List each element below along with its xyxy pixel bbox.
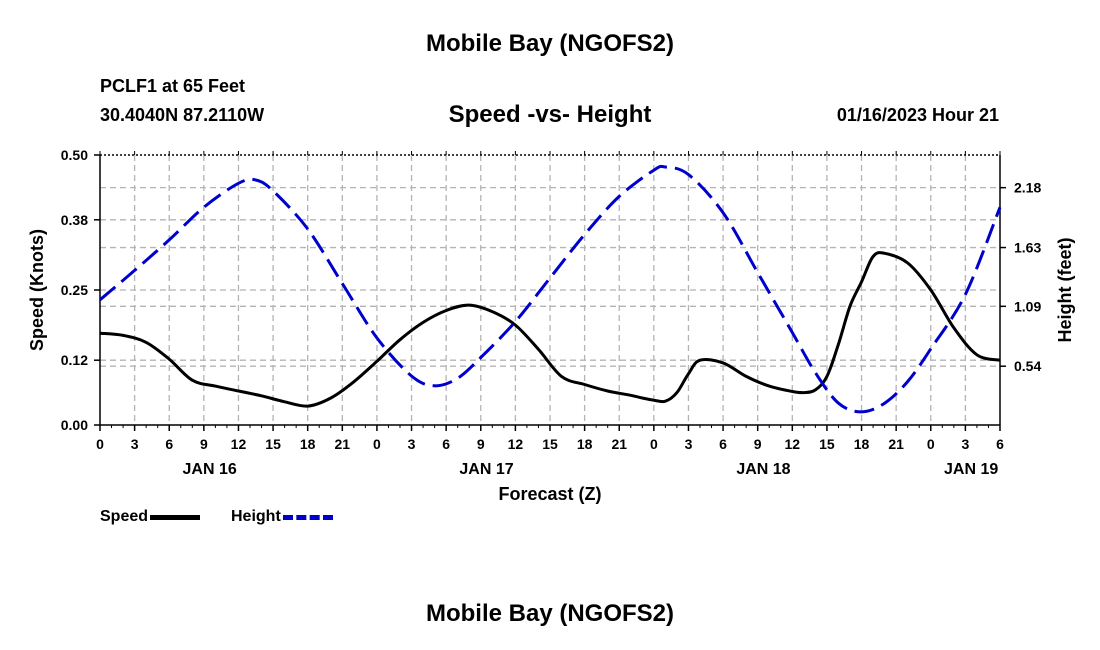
y-axis-title: Speed (Knots) — [27, 229, 47, 351]
x-tick-label: 9 — [754, 436, 762, 452]
y-tick-label: 0.25 — [61, 282, 88, 298]
x-tick-label: 0 — [650, 436, 658, 452]
x-tick-label: 0 — [96, 436, 104, 452]
x-tick-label: 6 — [719, 436, 727, 452]
legend-speed-label: Speed — [100, 508, 149, 525]
x-axis-title: Forecast (Z) — [498, 484, 601, 504]
x-tick-label: 15 — [265, 436, 281, 452]
x-tick-label: 9 — [477, 436, 485, 452]
x-tick-label: 18 — [854, 436, 870, 452]
x-tick-label: 12 — [231, 436, 247, 452]
y2-tick-label: 1.09 — [1014, 298, 1041, 314]
x-tick-label: 6 — [442, 436, 450, 452]
x-tick-label: 21 — [335, 436, 351, 452]
date-label: JAN 19 — [944, 461, 998, 478]
forecast-timestamp: 01/16/2023 Hour 21 — [836, 105, 999, 125]
date-label: JAN 16 — [182, 461, 236, 478]
chart-title: Mobile Bay (NGOFS2) — [425, 30, 675, 57]
series-line-height — [99, 164, 1002, 414]
date-label: JAN 18 — [736, 461, 790, 478]
x-tick-label: 15 — [819, 436, 835, 452]
x-tick-label: 21 — [611, 436, 627, 452]
y-tick-label: 0.00 — [61, 417, 88, 433]
x-tick-label: 6 — [996, 436, 1004, 452]
legend-speed-swatch — [150, 514, 201, 520]
legend-height-label: Height — [231, 508, 281, 525]
date-label: JAN 17 — [459, 461, 513, 478]
x-tick-label: 3 — [408, 436, 416, 452]
x-tick-label: 12 — [508, 436, 524, 452]
y-tick-label: 0.50 — [61, 147, 88, 163]
footer-title: Mobile Bay (NGOFS2) — [425, 600, 675, 627]
legend-item-height: Height — [231, 508, 333, 526]
x-tick-label: 15 — [542, 436, 558, 452]
x-tick-label: 3 — [131, 436, 139, 452]
station-label: PCLF1 at 65 Feet — [100, 76, 246, 96]
series-line-speed — [99, 251, 1001, 408]
x-tick-label: 12 — [785, 436, 801, 452]
x-tick-label: 18 — [300, 436, 316, 452]
y-tick-label: 0.12 — [61, 352, 88, 368]
chart-subtitle: Speed -vs- Height — [448, 101, 652, 128]
station-coordinates: 30.4040N 87.2110W — [100, 105, 265, 125]
x-tick-label: 3 — [685, 436, 693, 452]
x-tick-label: 3 — [961, 436, 969, 452]
y2-tick-label: 2.18 — [1014, 180, 1041, 196]
y2-axis-title: Height (feet) — [1055, 238, 1075, 343]
x-tick-label: 0 — [373, 436, 381, 452]
legend-height-swatch — [282, 514, 333, 520]
x-tick-label: 6 — [165, 436, 173, 452]
x-tick-label: 9 — [200, 436, 208, 452]
x-tick-label: 21 — [888, 436, 904, 452]
y-tick-label: 0.38 — [61, 212, 88, 228]
y2-tick-label: 1.63 — [1014, 240, 1041, 256]
x-tick-label: 0 — [927, 436, 935, 452]
y2-tick-label: 0.54 — [1014, 358, 1041, 374]
x-tick-label: 18 — [577, 436, 593, 452]
legend-item-speed: Speed — [100, 508, 201, 526]
